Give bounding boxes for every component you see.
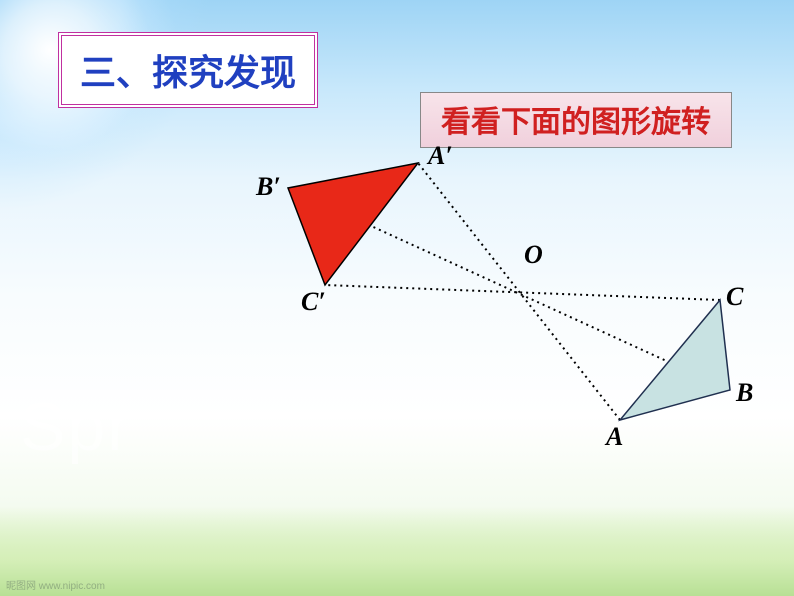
label-C: C	[726, 282, 743, 312]
label-A-prime: A′	[428, 141, 453, 171]
label-B-prime: B′	[256, 172, 281, 202]
label-O: O	[524, 240, 543, 270]
label-A: A	[606, 422, 623, 452]
label-B: B	[736, 378, 753, 408]
rotation-diagram	[0, 0, 794, 596]
label-C-prime: C′	[301, 287, 326, 317]
